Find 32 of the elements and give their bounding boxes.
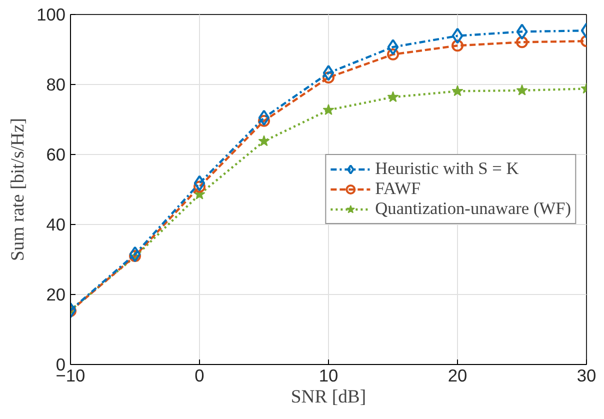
point xyxy=(387,39,399,56)
point xyxy=(516,36,528,48)
point xyxy=(129,246,141,262)
y-tick-label: 60 xyxy=(46,144,66,164)
point xyxy=(322,64,334,81)
x-tick-label: 30 xyxy=(576,366,596,386)
point xyxy=(258,114,270,127)
x-tick-label: 10 xyxy=(318,366,338,386)
point xyxy=(516,84,528,96)
point xyxy=(452,85,464,96)
point xyxy=(322,72,334,84)
point xyxy=(258,110,270,126)
point xyxy=(194,175,206,192)
legend-label: Quantization-unaware (WF) xyxy=(375,199,571,219)
y-tick-label: 40 xyxy=(46,214,66,234)
point xyxy=(387,48,399,60)
x-axis-title: SNR [dB] xyxy=(290,386,366,408)
legend-label: Heuristic with S = K xyxy=(375,159,519,179)
y-tick-label: 100 xyxy=(36,4,66,24)
point xyxy=(258,135,270,146)
y-axis-title: Sum rate [bit/s/Hz] xyxy=(8,118,29,261)
legend-label: FAWF xyxy=(375,179,421,199)
point xyxy=(322,104,334,115)
y-tick-label: 80 xyxy=(46,74,66,94)
y-tick-label: 20 xyxy=(46,284,66,304)
point xyxy=(194,180,206,193)
x-tick-label: 20 xyxy=(448,366,468,386)
point xyxy=(452,28,464,44)
x-tick-label: 0 xyxy=(194,366,204,386)
point xyxy=(452,40,464,52)
point xyxy=(387,91,399,102)
point xyxy=(516,24,528,40)
